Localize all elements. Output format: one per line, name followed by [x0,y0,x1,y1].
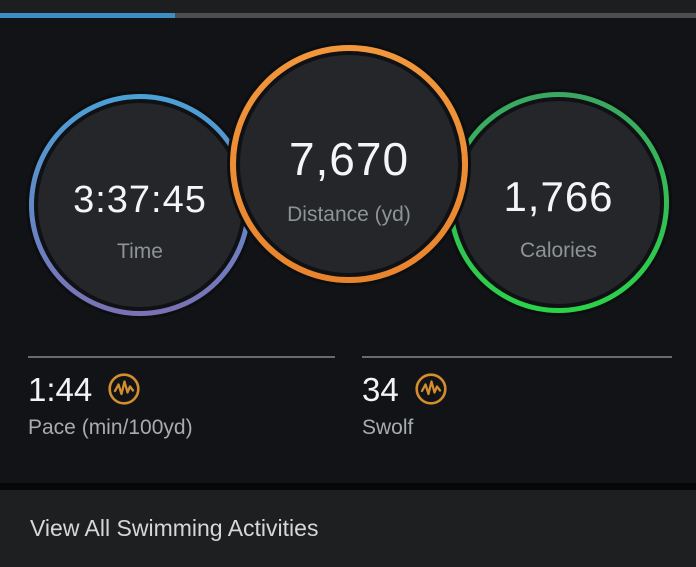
calories-value: 1,766 [503,173,614,220]
pace-label: Pace (min/100yd) [28,416,193,439]
pace-stat: 1:44 Pace (min/100yd) [28,356,335,439]
swolf-stat: 34 Swolf [362,356,672,439]
distance-metric-core: 7,670 Distance (yd) [236,51,462,277]
time-value: 3:37:45 [73,178,207,221]
page-progress-track [0,13,696,18]
top-bar [0,0,696,13]
calories-metric-ring: 1,766 Calories [448,92,669,313]
time-metric-ring: 3:37:45 Time [29,94,251,316]
calories-label: Calories [519,239,598,262]
calories-metric-core: 1,766 Calories [453,97,664,308]
pulse-icon [414,372,448,406]
view-all-swimming-activities-link[interactable]: View All Swimming Activities [30,515,319,541]
time-label: Time [117,239,163,263]
distance-label: Distance (yd) [287,202,411,226]
pace-value: 1:44 [28,370,93,408]
pulse-icon [107,372,141,406]
swolf-label: Swolf [362,416,414,439]
swolf-value-row: 34 [362,372,672,406]
swolf-value: 34 [362,370,399,408]
time-metric-core: 3:37:45 Time [34,99,246,311]
distance-metric-ring: 7,670 Distance (yd) [230,45,468,283]
footer-separator [0,483,696,490]
distance-value: 7,670 [288,132,410,185]
pace-value-row: 1:44 [28,372,335,406]
page-progress-indicator [0,13,175,18]
footer-bar: View All Swimming Activities [0,490,696,567]
